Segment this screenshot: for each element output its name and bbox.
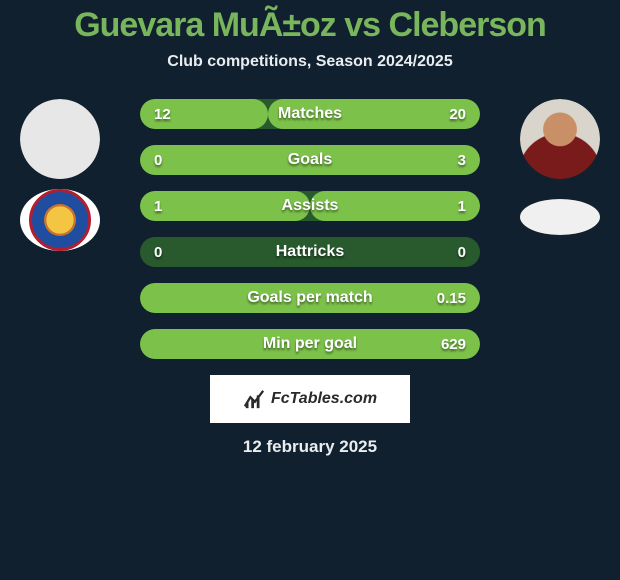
player-left-avatar bbox=[20, 99, 100, 179]
stat-text: Min per goal629 bbox=[140, 329, 480, 359]
stat-text: 1Assists1 bbox=[140, 191, 480, 221]
badge-placeholder-icon bbox=[520, 199, 600, 235]
comparison-stage: 12Matches20 0Goals3 1Assists1 0Hattricks0 Go… bbox=[0, 99, 620, 359]
watermark-text: FcTables.com bbox=[271, 390, 377, 408]
stat-text: 0Hattricks0 bbox=[140, 237, 480, 267]
stat-label: Hattricks bbox=[140, 243, 480, 261]
player-left-club-badge bbox=[20, 189, 100, 269]
arema-badge-icon bbox=[20, 189, 100, 251]
player-right-avatar bbox=[520, 99, 600, 179]
stat-text: 12Matches20 bbox=[140, 99, 480, 129]
avatar-face-icon bbox=[520, 99, 600, 179]
stat-row: 12Matches20 bbox=[140, 99, 480, 129]
date-text: 12 february 2025 bbox=[0, 437, 620, 457]
avatar-placeholder-icon bbox=[20, 99, 100, 179]
stat-row: Min per goal629 bbox=[140, 329, 480, 359]
stat-row: Goals per match0.15 bbox=[140, 283, 480, 313]
stat-row: 0Hattricks0 bbox=[140, 237, 480, 267]
chart-icon bbox=[243, 388, 265, 410]
stat-bars: 12Matches20 0Goals3 1Assists1 0Hattricks0 Go… bbox=[140, 99, 480, 359]
stat-label: Assists bbox=[140, 197, 480, 215]
subtitle: Club competitions, Season 2024/2025 bbox=[0, 53, 620, 71]
stat-label: Min per goal bbox=[140, 335, 480, 353]
stat-text: Goals per match0.15 bbox=[140, 283, 480, 313]
stat-label: Matches bbox=[140, 105, 480, 123]
watermark: FcTables.com bbox=[210, 375, 410, 423]
stat-row: 0Goals3 bbox=[140, 145, 480, 175]
stat-row: 1Assists1 bbox=[140, 191, 480, 221]
stat-label: Goals per match bbox=[140, 289, 480, 307]
page-title: Guevara MuÃ±oz vs Cleberson bbox=[0, 0, 620, 45]
stat-text: 0Goals3 bbox=[140, 145, 480, 175]
player-right-club-badge bbox=[520, 199, 600, 235]
stat-label: Goals bbox=[140, 151, 480, 169]
